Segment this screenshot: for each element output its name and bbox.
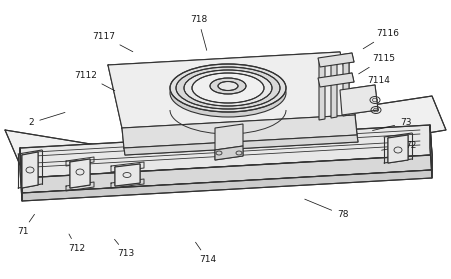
Polygon shape: [22, 170, 432, 201]
Polygon shape: [22, 152, 38, 188]
Polygon shape: [343, 55, 349, 116]
Polygon shape: [318, 73, 354, 87]
Polygon shape: [124, 135, 358, 155]
Text: 71: 71: [17, 214, 34, 236]
Text: 7112: 7112: [74, 71, 115, 91]
Polygon shape: [215, 146, 243, 160]
Polygon shape: [115, 164, 140, 186]
Polygon shape: [340, 85, 378, 115]
Text: 78: 78: [305, 199, 349, 219]
Polygon shape: [319, 59, 325, 120]
Ellipse shape: [170, 64, 286, 112]
Ellipse shape: [170, 69, 286, 117]
Ellipse shape: [184, 70, 272, 106]
Text: 72: 72: [382, 141, 416, 150]
Polygon shape: [340, 96, 446, 145]
Text: 713: 713: [115, 239, 135, 258]
Polygon shape: [122, 115, 357, 148]
Polygon shape: [22, 155, 432, 193]
Polygon shape: [318, 53, 354, 67]
Polygon shape: [388, 135, 408, 163]
Ellipse shape: [192, 73, 264, 103]
Polygon shape: [20, 148, 22, 201]
Polygon shape: [108, 52, 355, 128]
Text: 718: 718: [190, 15, 207, 50]
Polygon shape: [215, 124, 243, 150]
Text: 7117: 7117: [92, 32, 133, 52]
Polygon shape: [430, 125, 432, 178]
Text: 73: 73: [373, 118, 412, 131]
Ellipse shape: [218, 81, 238, 90]
Text: 7114: 7114: [350, 76, 390, 94]
Ellipse shape: [210, 78, 246, 94]
Text: 712: 712: [68, 234, 85, 253]
Polygon shape: [331, 57, 337, 118]
Ellipse shape: [176, 67, 280, 109]
Polygon shape: [70, 159, 90, 188]
Text: 2: 2: [29, 112, 65, 127]
Text: 7115: 7115: [359, 54, 395, 74]
Text: 714: 714: [196, 242, 216, 264]
Polygon shape: [5, 130, 115, 185]
Text: 7116: 7116: [363, 29, 399, 49]
Polygon shape: [20, 125, 432, 178]
